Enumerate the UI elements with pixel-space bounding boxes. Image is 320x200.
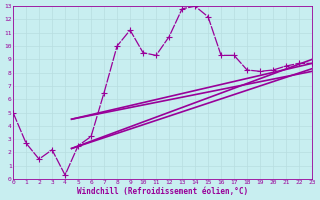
X-axis label: Windchill (Refroidissement éolien,°C): Windchill (Refroidissement éolien,°C) bbox=[77, 187, 248, 196]
